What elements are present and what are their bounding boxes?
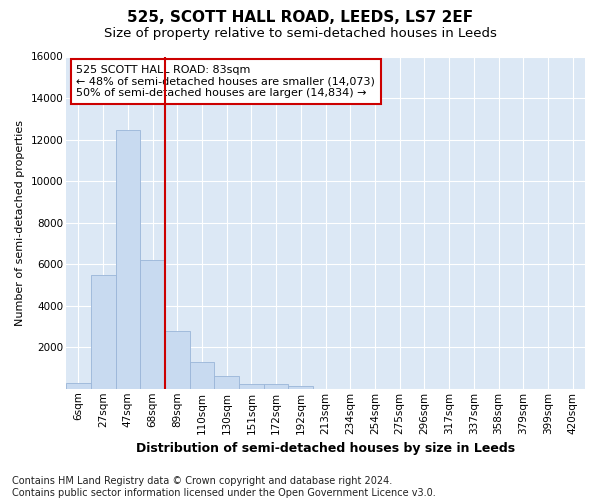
Bar <box>239 384 264 389</box>
Bar <box>214 376 239 389</box>
Bar <box>116 130 140 389</box>
Bar <box>264 384 289 389</box>
Text: 525 SCOTT HALL ROAD: 83sqm
← 48% of semi-detached houses are smaller (14,073)
50: 525 SCOTT HALL ROAD: 83sqm ← 48% of semi… <box>76 65 376 98</box>
Text: Size of property relative to semi-detached houses in Leeds: Size of property relative to semi-detach… <box>104 28 496 40</box>
Bar <box>140 260 165 389</box>
Bar <box>165 330 190 389</box>
Bar <box>66 382 91 389</box>
Bar <box>91 274 116 389</box>
Y-axis label: Number of semi-detached properties: Number of semi-detached properties <box>15 120 25 326</box>
Text: Contains HM Land Registry data © Crown copyright and database right 2024.
Contai: Contains HM Land Registry data © Crown c… <box>12 476 436 498</box>
Bar <box>190 362 214 389</box>
Text: 525, SCOTT HALL ROAD, LEEDS, LS7 2EF: 525, SCOTT HALL ROAD, LEEDS, LS7 2EF <box>127 10 473 25</box>
X-axis label: Distribution of semi-detached houses by size in Leeds: Distribution of semi-detached houses by … <box>136 442 515 455</box>
Bar <box>289 386 313 389</box>
